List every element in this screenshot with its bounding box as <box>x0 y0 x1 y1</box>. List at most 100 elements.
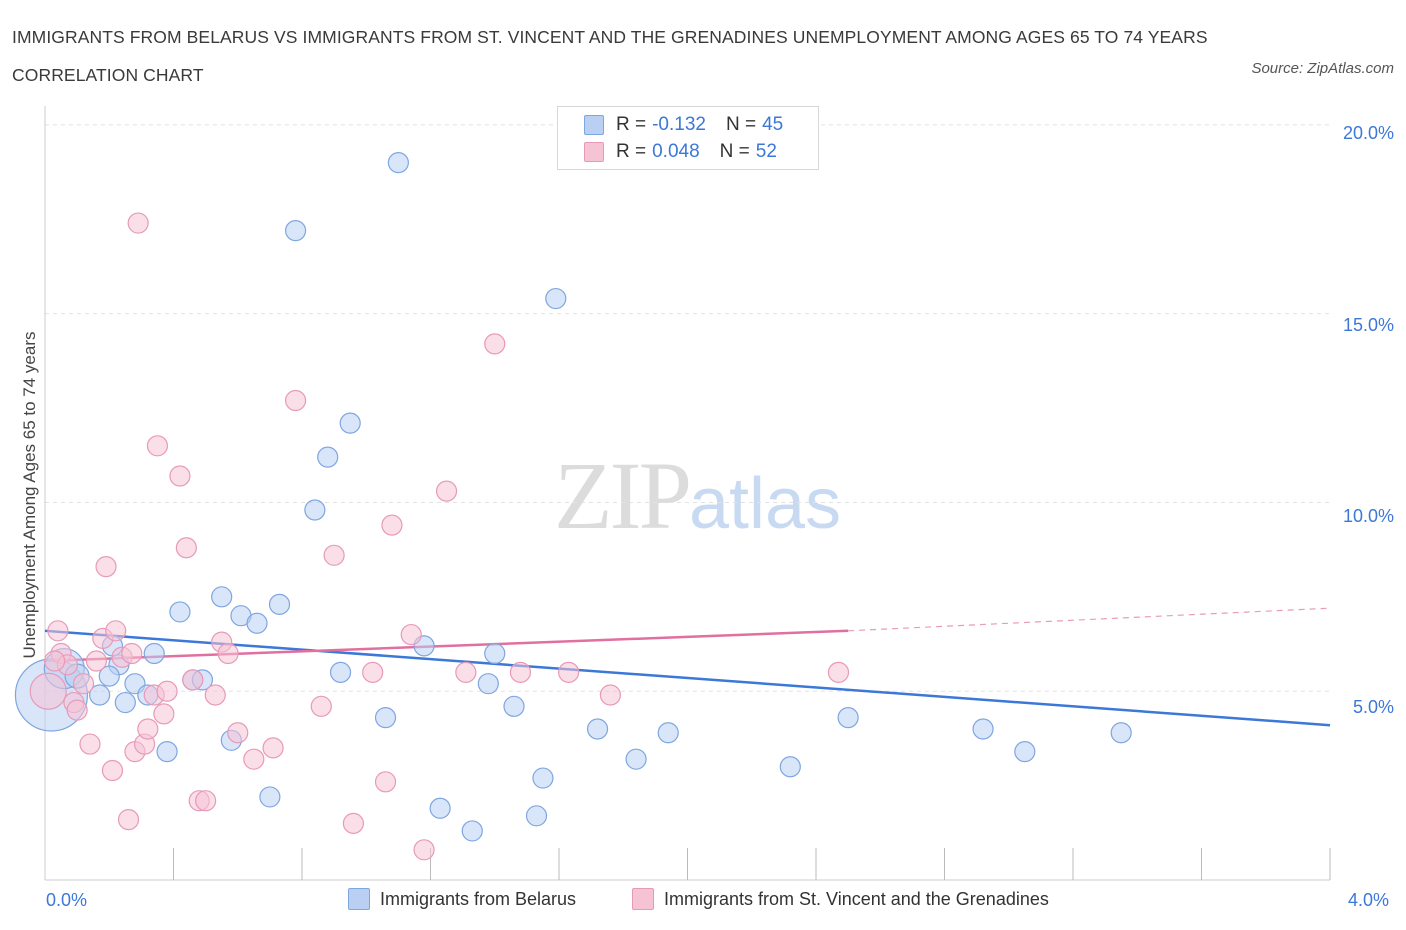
data-point <box>599 684 622 706</box>
n-value: 52 <box>755 141 777 162</box>
data-point <box>268 593 291 615</box>
data-point <box>217 642 239 665</box>
data-point <box>143 642 165 665</box>
x-tick-label-min: 0.0% <box>46 890 88 910</box>
data-point <box>484 642 506 665</box>
data-point <box>558 661 580 683</box>
data-point <box>586 718 609 740</box>
data-point <box>105 620 127 642</box>
chart-title: IMMIGRANTS FROM BELARUS VS IMMIGRANTS FR… <box>12 27 1208 85</box>
data-point <box>127 212 149 234</box>
data-point <box>114 691 136 714</box>
data-point <box>503 695 525 717</box>
y-tick-label-5: 5.0% <box>1352 697 1394 717</box>
data-point <box>95 556 117 578</box>
data-point <box>169 465 191 487</box>
y-tick-label-20: 20.0% <box>1342 123 1394 143</box>
data-point <box>204 684 226 706</box>
belarus-swatch <box>584 115 604 135</box>
r-label: R = <box>616 114 647 135</box>
watermark-zip: ZIP <box>554 442 692 549</box>
data-point <box>484 333 506 355</box>
data-point <box>429 797 451 819</box>
data-point <box>98 665 120 687</box>
watermark-atlas: atlas <box>689 464 842 544</box>
legend-row-stvincent: R = 0.048 N = 52 <box>584 139 777 165</box>
data-point <box>243 748 265 770</box>
data-point <box>532 767 554 789</box>
data-point <box>477 673 499 695</box>
data-point <box>374 771 397 793</box>
data-point <box>509 661 532 683</box>
y-tick-label-10: 10.0% <box>1342 506 1394 526</box>
data-point <box>146 435 169 457</box>
data-point <box>304 499 326 521</box>
correlation-legend: R = -0.132 N = 45 R = 0.048 N = 52 <box>557 106 819 170</box>
data-point <box>117 808 140 831</box>
n-label: N = <box>719 141 750 162</box>
data-point <box>545 287 567 310</box>
y-tick-label-15: 15.0% <box>1342 315 1394 335</box>
legend-item-belarus[interactable]: Immigrants from Belarus <box>348 888 576 910</box>
r-value: 0.048 <box>652 141 700 162</box>
data-point <box>329 661 352 683</box>
data-point <box>72 673 95 695</box>
data-point <box>837 707 859 729</box>
data-point <box>525 805 548 827</box>
trend-line <box>44 629 1331 727</box>
data-point <box>156 680 178 702</box>
series-legend: Immigrants from Belarus Immigrants from … <box>0 888 1406 916</box>
data-point <box>972 718 994 740</box>
data-point <box>1014 741 1036 763</box>
data-point <box>323 544 345 566</box>
data-point <box>1110 722 1132 744</box>
data-point <box>175 537 197 559</box>
data-point <box>182 669 204 691</box>
trend-line <box>44 629 849 663</box>
source-note: Source: ZipAtlas.com <box>1251 60 1394 77</box>
data-point <box>169 601 191 623</box>
data-point <box>310 695 332 717</box>
trend-line-extension <box>848 607 1331 632</box>
data-point <box>44 650 66 672</box>
zipatlas-watermark: ZIPatlas <box>554 440 841 551</box>
data-point <box>827 661 850 683</box>
data-point <box>381 514 403 536</box>
n-label: N = <box>725 114 757 135</box>
data-point <box>435 480 458 502</box>
data-point <box>85 650 108 672</box>
data-point <box>47 620 69 642</box>
data-point <box>284 389 307 412</box>
data-point <box>461 820 483 842</box>
data-point <box>400 623 422 646</box>
data-point <box>259 786 281 808</box>
data-point <box>362 661 384 683</box>
y-axis-label: Unemployment Among Ages 65 to 74 years <box>20 331 39 659</box>
axes <box>44 106 1331 881</box>
data-point <box>227 722 249 744</box>
data-points <box>14 152 1132 861</box>
legend-row-belarus: R = -0.132 N = 45 <box>584 112 783 138</box>
r-value: -0.132 <box>652 114 706 135</box>
trend-lines <box>44 607 1331 727</box>
belarus-swatch <box>348 888 370 910</box>
x-tick-label-max: 4.0% <box>1348 890 1390 910</box>
data-point <box>374 707 397 729</box>
data-point <box>387 152 409 174</box>
data-point <box>101 759 124 782</box>
data-point <box>156 741 178 763</box>
data-point <box>79 733 101 755</box>
data-point <box>66 699 88 721</box>
data-point <box>657 722 679 744</box>
data-point <box>455 661 477 683</box>
data-point <box>121 642 143 665</box>
data-point <box>625 748 647 770</box>
stvincent-swatch <box>632 888 654 910</box>
legend-item-stvincent[interactable]: Immigrants from St. Vincent and the Gren… <box>632 888 1049 910</box>
data-point <box>779 756 801 778</box>
data-point <box>339 412 361 434</box>
data-point <box>413 839 435 861</box>
data-point <box>153 703 175 725</box>
data-point <box>89 684 111 706</box>
